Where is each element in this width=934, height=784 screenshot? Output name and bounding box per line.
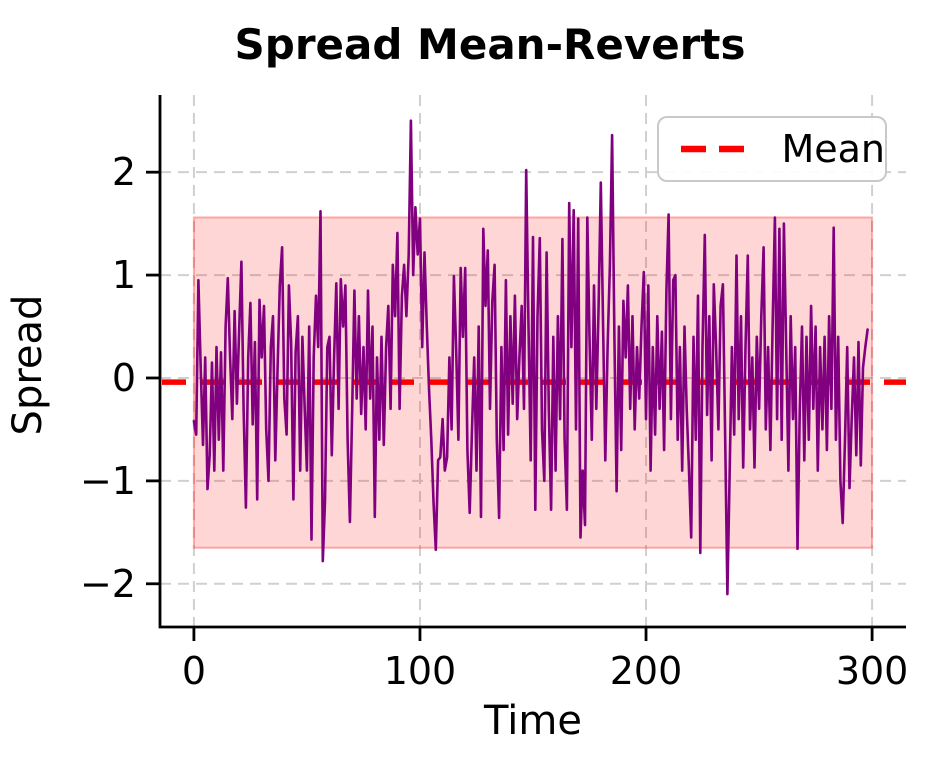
legend: Mean (657, 116, 887, 182)
y-tick-label: −1 (80, 459, 136, 503)
x-tick-label: 300 (836, 649, 909, 693)
axes-spines (158, 95, 906, 629)
y-tick-label: 0 (112, 356, 136, 400)
y-tick-label: −2 (80, 562, 136, 606)
x-tick-label: 100 (384, 649, 457, 693)
y-tick-label: 1 (112, 253, 136, 297)
x-tick-label: 200 (610, 649, 683, 693)
chart-title: Spread Mean-Reverts (234, 20, 746, 69)
x-axis-label: Time (484, 698, 582, 744)
x-tick-label: 0 (182, 649, 206, 693)
legend-label: Mean (781, 127, 885, 171)
spread-line (192, 119, 869, 596)
y-tick-label: 2 (112, 150, 136, 194)
legend-mean-line-icon (681, 145, 758, 153)
